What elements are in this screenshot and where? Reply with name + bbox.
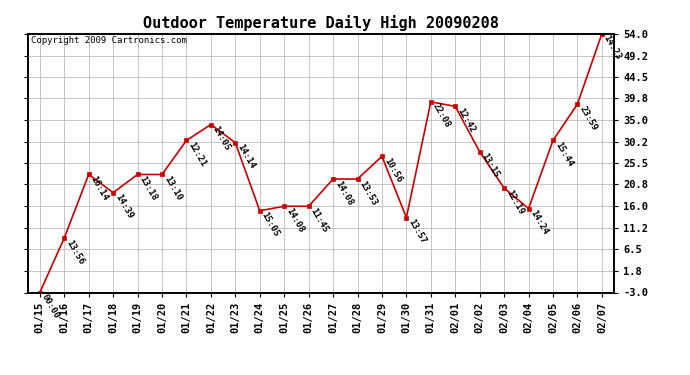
Title: Outdoor Temperature Daily High 20090208: Outdoor Temperature Daily High 20090208 <box>143 15 499 31</box>
Text: 15:44: 15:44 <box>553 140 574 168</box>
Text: 14:08: 14:08 <box>333 179 354 207</box>
Text: 11:45: 11:45 <box>308 206 330 234</box>
Text: 14:14: 14:14 <box>235 143 257 171</box>
Text: 14:39: 14:39 <box>113 193 135 220</box>
Text: 13:56: 13:56 <box>64 238 86 266</box>
Text: 14:24: 14:24 <box>529 209 550 236</box>
Text: 14:08: 14:08 <box>284 206 306 234</box>
Text: 23:59: 23:59 <box>578 104 599 132</box>
Text: 16:14: 16:14 <box>89 174 110 202</box>
Text: 13:57: 13:57 <box>406 217 428 245</box>
Text: 12:42: 12:42 <box>455 106 477 134</box>
Text: 00:00: 00:00 <box>40 292 61 320</box>
Text: Copyright 2009 Cartronics.com: Copyright 2009 Cartronics.com <box>30 36 186 45</box>
Text: 13:15: 13:15 <box>480 152 501 180</box>
Text: 13:18: 13:18 <box>137 174 159 202</box>
Text: 15:05: 15:05 <box>259 211 281 238</box>
Text: 10:56: 10:56 <box>382 156 403 184</box>
Text: 22:08: 22:08 <box>431 102 452 130</box>
Text: 12:19: 12:19 <box>504 188 525 216</box>
Text: 14:05: 14:05 <box>211 124 232 152</box>
Text: 12:21: 12:21 <box>186 140 208 168</box>
Text: 13:53: 13:53 <box>357 179 379 207</box>
Text: 13:10: 13:10 <box>162 174 184 202</box>
Text: 14:23: 14:23 <box>602 34 623 62</box>
